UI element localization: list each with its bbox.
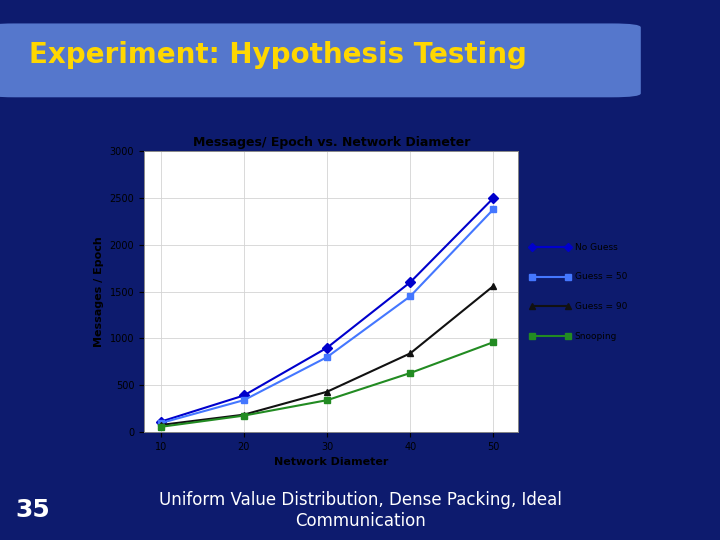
Title: Messages/ Epoch vs. Network Diameter: Messages/ Epoch vs. Network Diameter — [192, 136, 470, 148]
Text: Experiment: Hypothesis Testing: Experiment: Hypothesis Testing — [29, 40, 526, 69]
Text: Guess = 90: Guess = 90 — [575, 302, 627, 311]
Text: No Guess: No Guess — [575, 242, 617, 252]
Y-axis label: Messages / Epoch: Messages / Epoch — [94, 236, 104, 347]
X-axis label: Network Diameter: Network Diameter — [274, 457, 388, 467]
Text: Guess = 50: Guess = 50 — [575, 272, 627, 281]
Text: 35: 35 — [15, 498, 50, 522]
Text: Snooping: Snooping — [575, 332, 617, 341]
Text: Uniform Value Distribution, Dense Packing, Ideal
Communication: Uniform Value Distribution, Dense Packin… — [158, 491, 562, 530]
FancyBboxPatch shape — [0, 23, 641, 97]
